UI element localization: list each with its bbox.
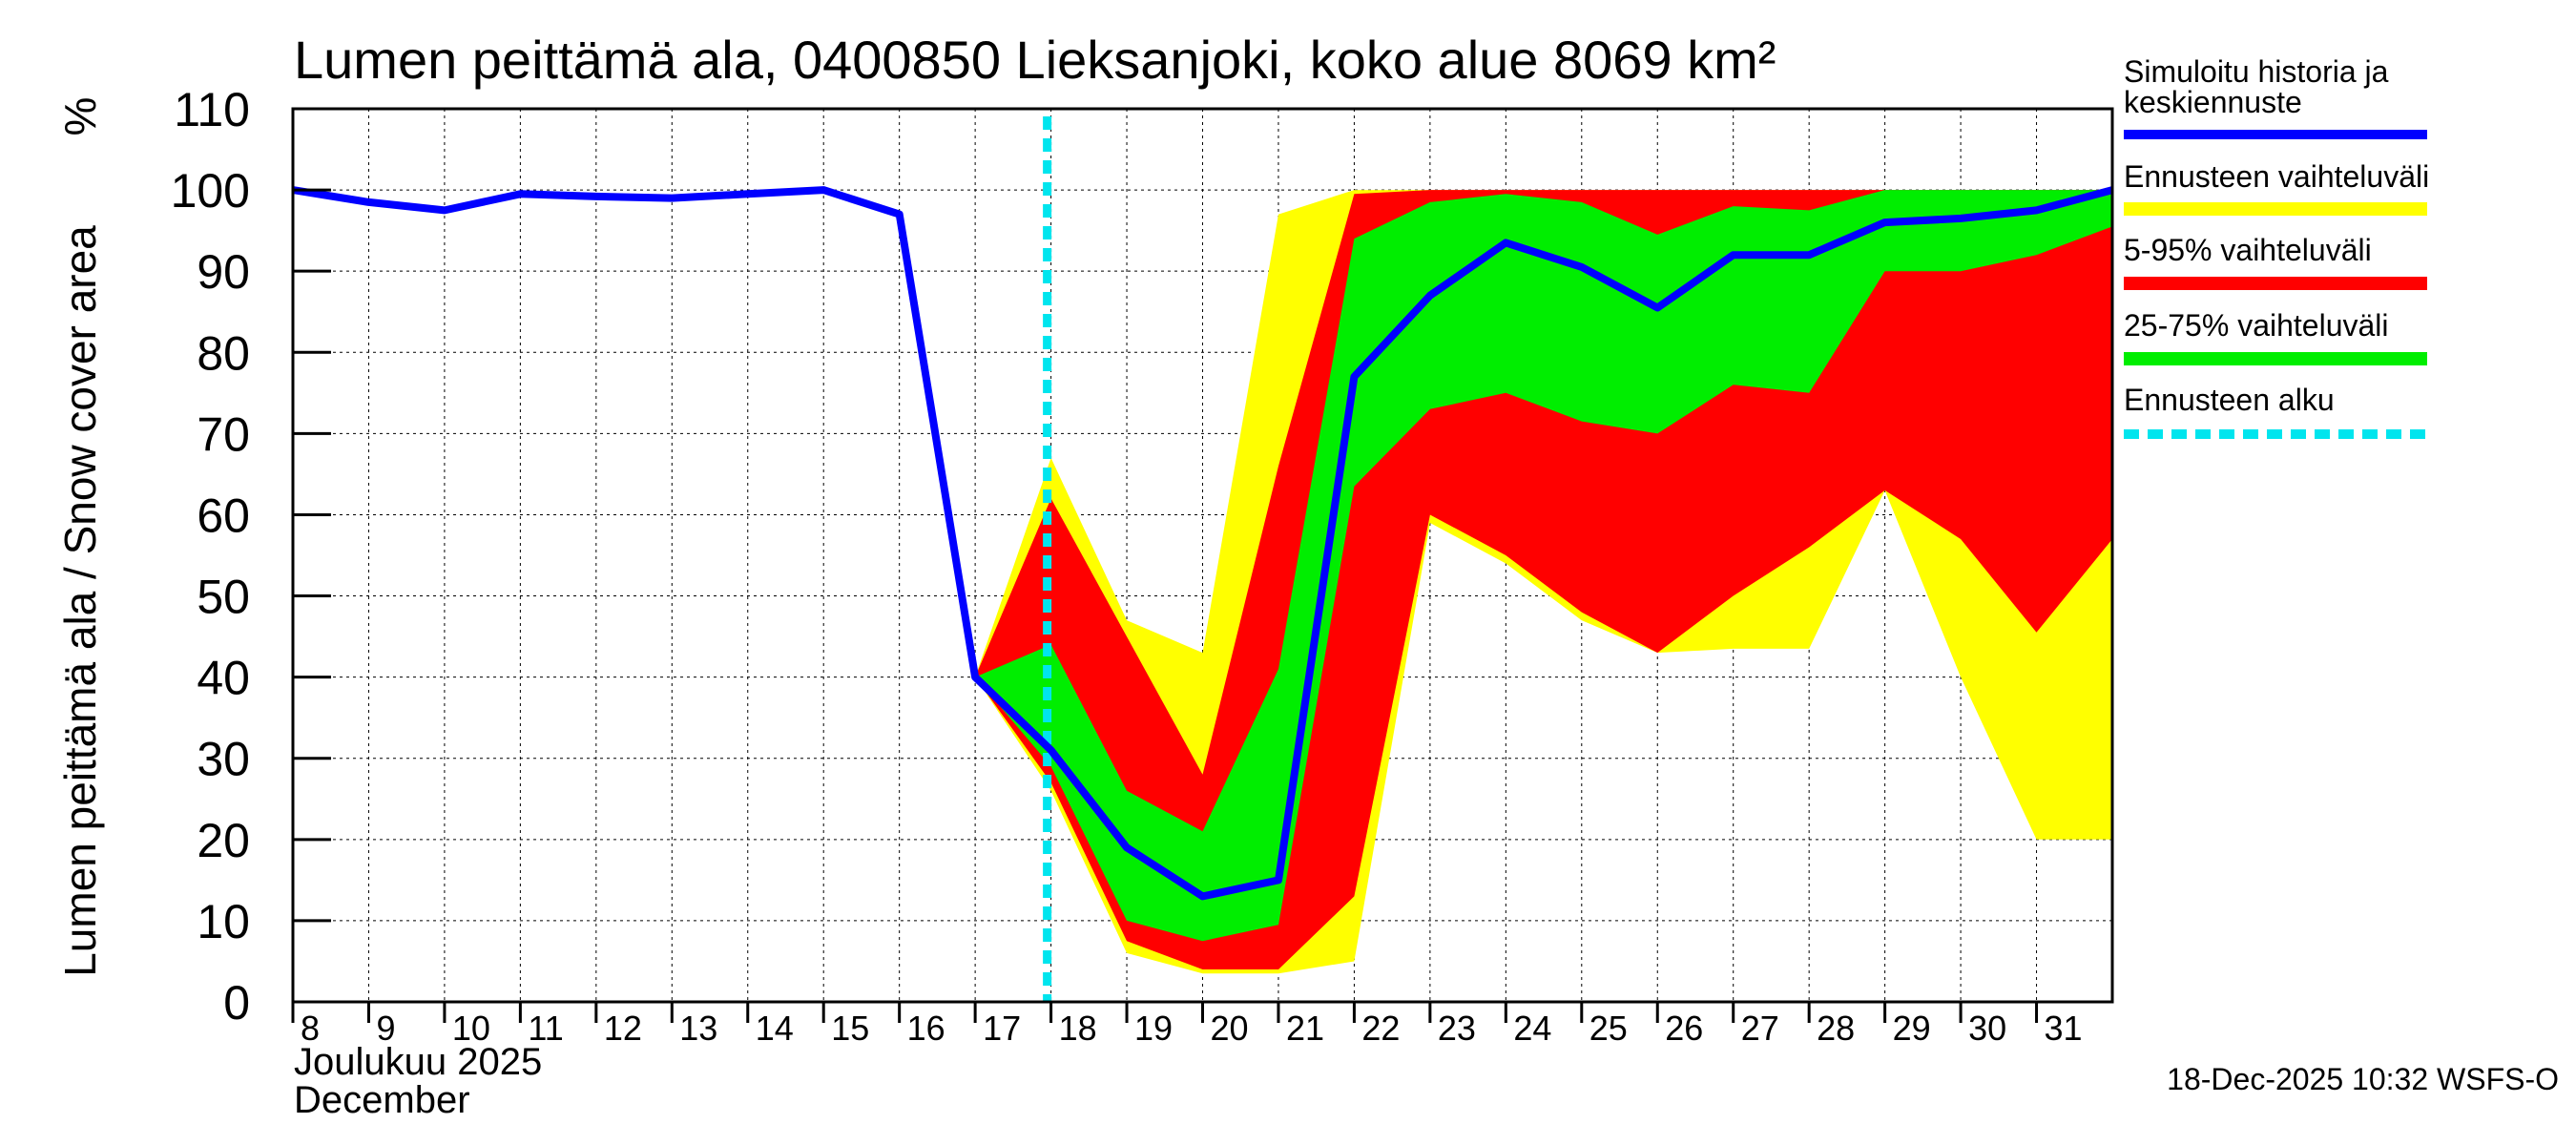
x-tick-label: 25 bbox=[1589, 1009, 1628, 1048]
x-tick-label: 27 bbox=[1741, 1009, 1779, 1048]
legend-history-label-line1: Simuloitu historia ja bbox=[2124, 54, 2389, 89]
y-tick-label: 60 bbox=[197, 489, 250, 542]
y-tick-label: 40 bbox=[197, 652, 250, 705]
y-axis-label: Lumen peittämä ala / Snow cover area bbox=[55, 225, 105, 977]
plot-area: 0 10 20 30 40 50 60 70 80 90 100 110 8 9 10 11 12 13 14 15 1… bbox=[171, 83, 2114, 1048]
line-layer bbox=[292, 116, 2114, 1002]
x-tick-label: 28 bbox=[1817, 1009, 1855, 1048]
y-tick-label: 90 bbox=[197, 245, 250, 299]
footer-timestamp: 18-Dec-2025 10:32 WSFS-O bbox=[2167, 1062, 2559, 1096]
x-tick-label: 22 bbox=[1361, 1009, 1400, 1048]
x-tick-label: 13 bbox=[679, 1009, 717, 1048]
y-tick-label: 110 bbox=[174, 83, 250, 136]
legend-history-label-line2: keskiennuste bbox=[2124, 85, 2302, 119]
tick-layer: 0 10 20 30 40 50 60 70 80 90 100 110 8 9 10 11 12 13 14 15 1… bbox=[171, 83, 2083, 1048]
legend: Simuloitu historia ja keskiennuste Ennus… bbox=[2124, 54, 2429, 439]
x-axis-label-fi: Joulukuu 2025 bbox=[294, 1041, 542, 1083]
legend-p25-75-label: 25-75% vaihteluväli bbox=[2124, 308, 2389, 343]
x-tick-label: 15 bbox=[831, 1009, 869, 1048]
legend-p5-95-label: 5-95% vaihteluväli bbox=[2124, 233, 2372, 267]
band-layer bbox=[975, 190, 2112, 974]
x-axis-label-en: December bbox=[294, 1079, 470, 1121]
x-tick-label: 21 bbox=[1286, 1009, 1324, 1048]
x-tick-label: 29 bbox=[1893, 1009, 1931, 1048]
x-tick-label: 23 bbox=[1438, 1009, 1476, 1048]
y-tick-label: 100 bbox=[171, 164, 250, 218]
x-tick-label: 19 bbox=[1134, 1009, 1173, 1048]
x-tick-label: 10 bbox=[452, 1009, 490, 1048]
x-tick-label: 17 bbox=[983, 1009, 1021, 1048]
y-tick-label: 70 bbox=[197, 407, 250, 461]
history-median-line bbox=[292, 186, 2114, 901]
y-tick-label: 50 bbox=[197, 571, 250, 624]
x-tick-label: 18 bbox=[1059, 1009, 1097, 1048]
y-tick-label: 30 bbox=[197, 733, 250, 786]
x-tick-label: 20 bbox=[1211, 1009, 1249, 1048]
y-tick-label: 10 bbox=[197, 895, 250, 948]
legend-range-label: Ennusteen vaihteluväli bbox=[2124, 159, 2429, 194]
p25-75-band bbox=[975, 190, 2112, 942]
x-tick-label: 9 bbox=[376, 1009, 395, 1048]
y-axis-unit: % bbox=[55, 97, 105, 136]
y-tick-label: 20 bbox=[197, 814, 250, 867]
x-tick-label: 11 bbox=[528, 1009, 563, 1048]
x-tick-label: 31 bbox=[2045, 1009, 2083, 1048]
x-tick-label: 12 bbox=[604, 1009, 642, 1048]
x-tick-label: 30 bbox=[1968, 1009, 2006, 1048]
x-tick-label: 26 bbox=[1665, 1009, 1703, 1048]
x-tick-label: 14 bbox=[756, 1009, 794, 1048]
x-tick-label: 16 bbox=[907, 1009, 945, 1048]
x-tick-label: 24 bbox=[1513, 1009, 1551, 1048]
x-tick-label: 8 bbox=[301, 1009, 320, 1048]
chart-title: Lumen peittämä ala, 0400850 Lieksanjoki,… bbox=[294, 30, 1776, 90]
y-tick-label: 0 bbox=[223, 976, 250, 1030]
legend-forecast-start-label: Ennusteen alku bbox=[2124, 383, 2335, 417]
y-tick-label: 80 bbox=[197, 326, 250, 380]
